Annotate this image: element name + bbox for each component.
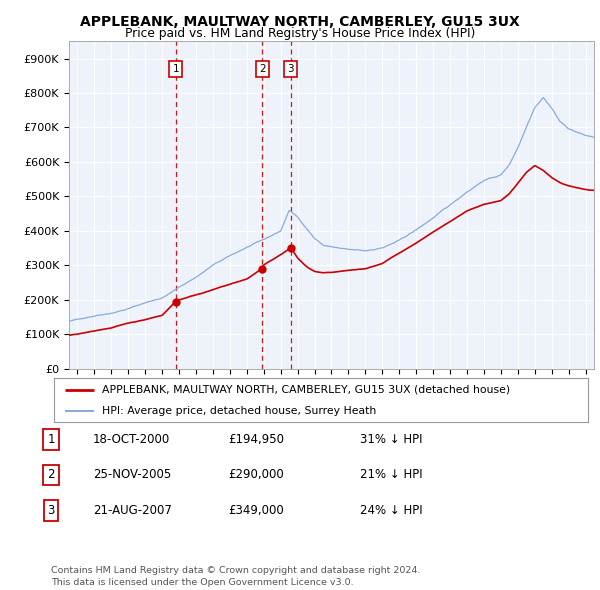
Text: 24% ↓ HPI: 24% ↓ HPI [360, 504, 422, 517]
Text: 2: 2 [259, 64, 265, 74]
Text: APPLEBANK, MAULTWAY NORTH, CAMBERLEY, GU15 3UX: APPLEBANK, MAULTWAY NORTH, CAMBERLEY, GU… [80, 15, 520, 29]
Text: £194,950: £194,950 [228, 433, 284, 446]
Text: 25-NOV-2005: 25-NOV-2005 [93, 468, 171, 481]
Text: 21% ↓ HPI: 21% ↓ HPI [360, 468, 422, 481]
Text: HPI: Average price, detached house, Surrey Heath: HPI: Average price, detached house, Surr… [102, 406, 376, 416]
Text: 3: 3 [287, 64, 294, 74]
Text: 2: 2 [47, 468, 55, 481]
Text: Contains HM Land Registry data © Crown copyright and database right 2024.
This d: Contains HM Land Registry data © Crown c… [51, 566, 421, 587]
Text: £349,000: £349,000 [228, 504, 284, 517]
Text: £290,000: £290,000 [228, 468, 284, 481]
Text: Price paid vs. HM Land Registry's House Price Index (HPI): Price paid vs. HM Land Registry's House … [125, 27, 475, 40]
Text: 1: 1 [172, 64, 179, 74]
Text: 31% ↓ HPI: 31% ↓ HPI [360, 433, 422, 446]
Text: 1: 1 [47, 433, 55, 446]
Text: 21-AUG-2007: 21-AUG-2007 [93, 504, 172, 517]
Text: 3: 3 [47, 504, 55, 517]
Text: 18-OCT-2000: 18-OCT-2000 [93, 433, 170, 446]
Text: APPLEBANK, MAULTWAY NORTH, CAMBERLEY, GU15 3UX (detached house): APPLEBANK, MAULTWAY NORTH, CAMBERLEY, GU… [102, 385, 510, 395]
